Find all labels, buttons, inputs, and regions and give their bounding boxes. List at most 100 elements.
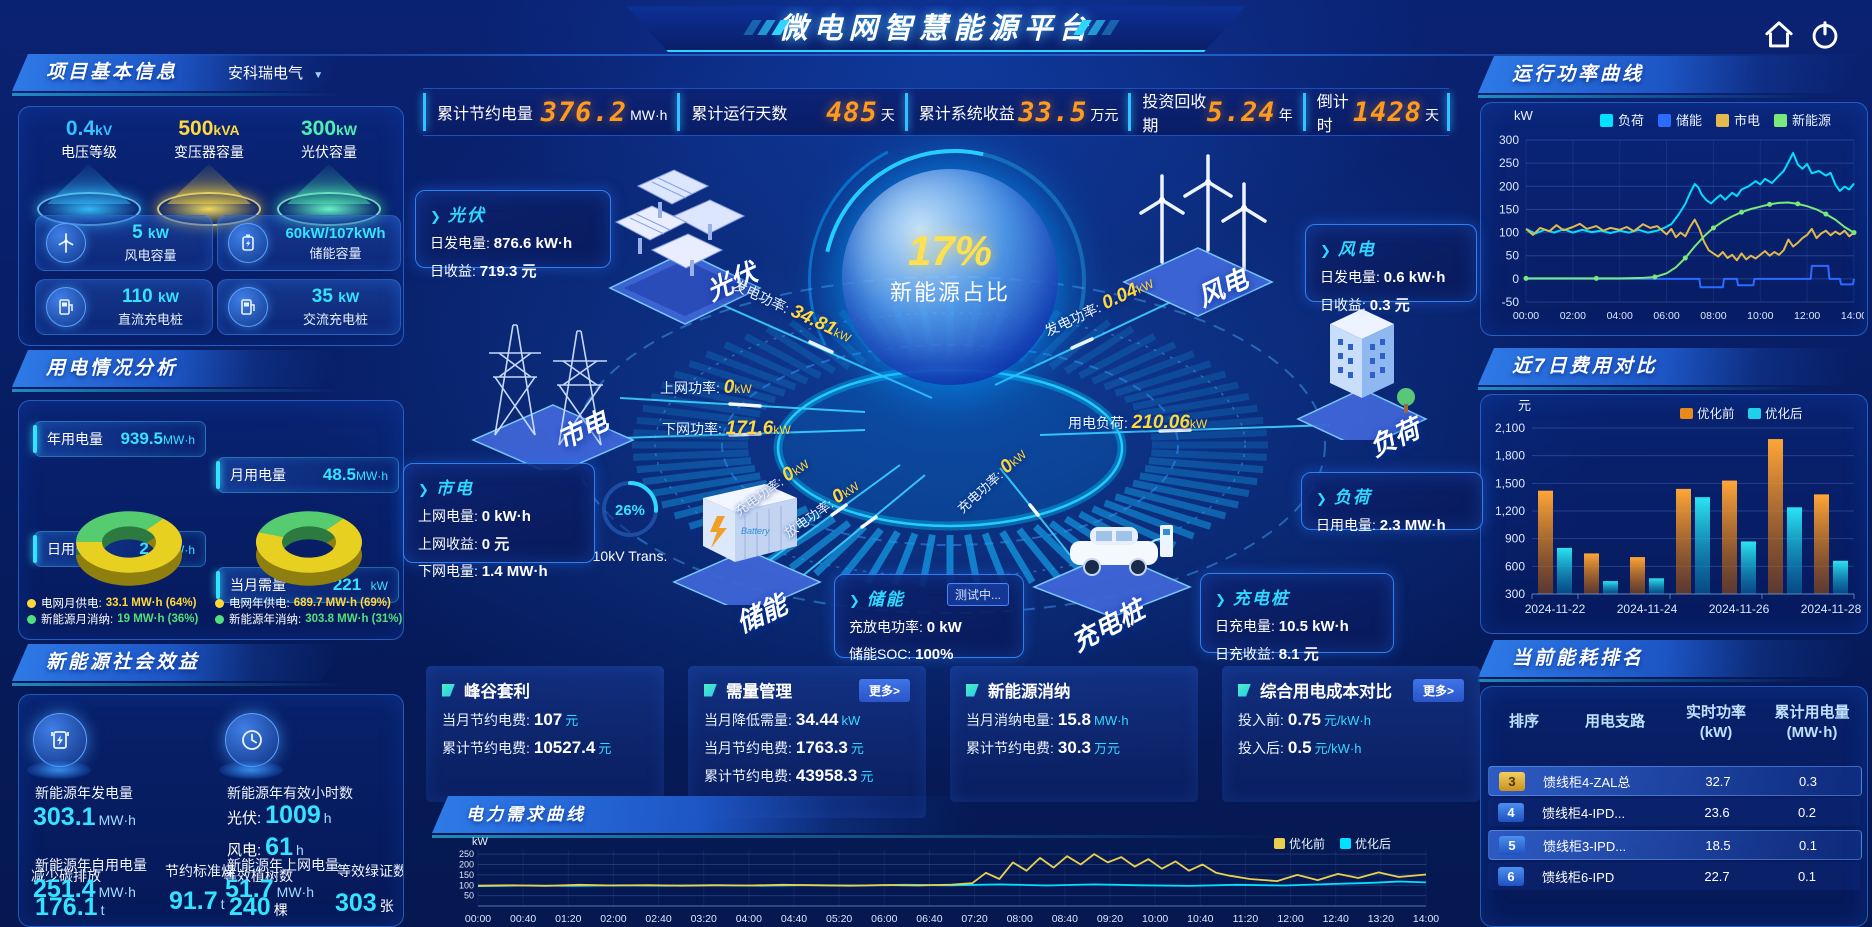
wind-turbine-icon (46, 223, 86, 263)
svg-text:13:20: 13:20 (1368, 913, 1394, 925)
panel-social-benefit-header: 新能源社会效益 (12, 644, 348, 681)
charger-info-card: ❯ 充电桩 日充电量: 10.5 kW·h 日充收益: 8.1 元 (1200, 573, 1394, 663)
panel-title: 新能源社会效益 (46, 652, 201, 673)
tree-label: 等效植树数 (223, 868, 293, 884)
more-button[interactable]: 更多> (858, 678, 910, 702)
table-row[interactable]: 6 馈线柜6-IPD 22.7 0.1 (1488, 862, 1860, 890)
energy-flow-diagram (574, 276, 1331, 614)
svg-text:Battery: Battery (741, 526, 770, 536)
svg-text:300: 300 (1499, 133, 1519, 147)
icon-pedestal (219, 761, 283, 779)
table-row[interactable]: 5 馈线柜3-IPD... 18.5 0.1 (1488, 830, 1862, 860)
kpi-revenue: 累计系统收益 33.5 万元 (904, 89, 1129, 135)
svg-text:储能: 储能 (1676, 113, 1702, 128)
column-header-energy: 累计用电量 (MW·h) (1774, 704, 1850, 742)
svg-text:300: 300 (1505, 587, 1525, 601)
transformer-label: 10kV Trans. (592, 548, 668, 564)
more-button[interactable]: 更多> (1412, 678, 1464, 702)
svg-text:04:00: 04:00 (1607, 310, 1633, 322)
svg-text:11:20: 11:20 (1233, 913, 1259, 925)
svg-text:07:20: 07:20 (961, 913, 987, 925)
svg-text:kW: kW (472, 836, 489, 848)
svg-text:200: 200 (1499, 179, 1519, 193)
chevron-right-icon: ❯ (849, 593, 860, 608)
company-dropdown-value: 安科瑞电气 (228, 65, 304, 82)
svg-text:02:40: 02:40 (645, 913, 671, 925)
chevron-right-icon: ❯ (1316, 491, 1327, 506)
co2-label: 减少碳排放 (31, 868, 101, 884)
total-energy: 0.2 (1797, 804, 1817, 820)
dc-charger-icon (46, 287, 86, 327)
svg-text:04:40: 04:40 (781, 913, 807, 925)
cert-value: 303 张 (335, 889, 394, 917)
svg-text:08:00: 08:00 (1700, 310, 1726, 322)
svg-text:1,500: 1,500 (1495, 476, 1525, 490)
load-node-illustration (1296, 309, 1428, 440)
svg-text:市电: 市电 (1734, 113, 1760, 128)
donut-year-energy-mix (256, 511, 362, 586)
svg-text:优化前: 优化前 (1697, 406, 1735, 421)
total-energy: 0.1 (1797, 868, 1817, 884)
card-icon (1238, 683, 1251, 697)
panel-title: 运行功率曲线 (1512, 64, 1645, 85)
cert-label: 等效绿证数 (337, 863, 404, 879)
power-icon[interactable] (1808, 18, 1842, 52)
panel-cost-compare-header: 近7日费用对比 (1478, 348, 1868, 385)
divider (12, 389, 402, 392)
svg-text:-50: -50 (1502, 295, 1520, 309)
charger-node-illustration (1032, 525, 1192, 618)
kpi-run-days: 累计运行天数 485 天 (677, 89, 904, 135)
svg-text:2024-11-26: 2024-11-26 (1709, 602, 1770, 616)
podium-voltage: 0.4kV 电压等级 (29, 117, 149, 226)
stat-storage-capacity: 60kW/107kWh 储能容量 (217, 215, 401, 271)
table-row[interactable]: 4 馈线柜4-IPD... 23.6 0.2 (1488, 798, 1860, 826)
card-peak-valley: 峰谷套利 当月节约电费: 107 元 累计节约电费: 10527.4 元 (426, 666, 664, 802)
home-icon[interactable] (1762, 18, 1796, 52)
svg-text:02:00: 02:00 (1560, 310, 1586, 322)
legend-grid-year: 电网年供电: 689.7 MW·h (69%) (215, 595, 391, 611)
card-demand-mgmt: 需量管理 更多> 当月降低需量: 34.44 kW 当月节约电费: 1763.3 元 累… (688, 666, 926, 818)
export-value: 51.7 MW·h (225, 875, 314, 903)
svg-text:14:00: 14:00 (1413, 913, 1439, 925)
panel-power-analysis-header: 用电情况分析 (12, 350, 348, 387)
branch-name: 馈线柜4-ZAL总 (1543, 774, 1631, 790)
icon-pedestal (27, 761, 91, 779)
export-label: 新能源年上网电量 (227, 857, 339, 873)
realtime-power: 18.5 (1705, 837, 1731, 853)
renewable-share-sphere: 17% 新能源占比 (842, 169, 1058, 385)
stat-month-energy: 月用电量 48.5MW·h (216, 457, 399, 493)
branch-name: 馈线柜4-IPD... (1542, 805, 1626, 821)
table-row[interactable]: 3 馈线柜4-ZAL总 32.7 0.3 (1488, 766, 1862, 796)
page-title: 微电网智慧能源平台 (778, 13, 1094, 45)
load-info-card: ❯ 负荷 日用电量: 2.3 MW·h (1301, 472, 1483, 534)
transformer-gauge-ring: 26% (602, 481, 658, 537)
status-badge: 测试中... (946, 583, 1009, 606)
chevron-down-icon: ▼ (313, 70, 324, 81)
realtime-power: 23.6 (1704, 804, 1730, 820)
company-dropdown[interactable]: 安科瑞电气 ▼ (228, 62, 323, 83)
flow-grid-export: 上网功率: 0kW (660, 377, 752, 398)
svg-text:02:00: 02:00 (600, 913, 626, 925)
card-renewable-consumption: 新能源消纳 当月消纳电量: 15.8 MW·h 累计节约电费: 30.3 万元 (950, 666, 1198, 802)
legend-renewable-month: 新能源月消纳: 19 MW·h (36%) (27, 611, 198, 627)
divider (12, 93, 402, 96)
svg-text:0: 0 (1512, 272, 1519, 286)
svg-text:2024-11-28: 2024-11-28 (1801, 602, 1862, 616)
panel-power-analysis-body: 年用电量 939.5MW·h 月用电量 48.5MW·h 日用电量 2.3MW·… (18, 400, 404, 640)
panel-ranking-body (1480, 686, 1868, 927)
svg-text:900: 900 (1505, 532, 1525, 546)
branch-name: 馈线柜3-IPD... (1543, 838, 1627, 854)
kpi-bar: 累计节约电量 376.2 MW·h 累计运行天数 485 天 累计系统收益 33.5 万元 … (423, 88, 1450, 136)
stat-ac-charger: 35 kW 交流充电桩 (217, 279, 401, 335)
coal-value: 91.7 t (169, 887, 225, 915)
chevron-right-icon: ❯ (1215, 592, 1226, 607)
svg-text:kW: kW (1514, 108, 1534, 123)
rank-badge: 4 (1498, 802, 1524, 822)
self-use-value: 251.4 MW·h (33, 875, 136, 903)
panel-title: 近7日费用对比 (1512, 356, 1658, 377)
banner-decoration-left (743, 20, 790, 40)
svg-text:150: 150 (1499, 202, 1519, 216)
renewable-share-value: 17% (907, 227, 993, 274)
